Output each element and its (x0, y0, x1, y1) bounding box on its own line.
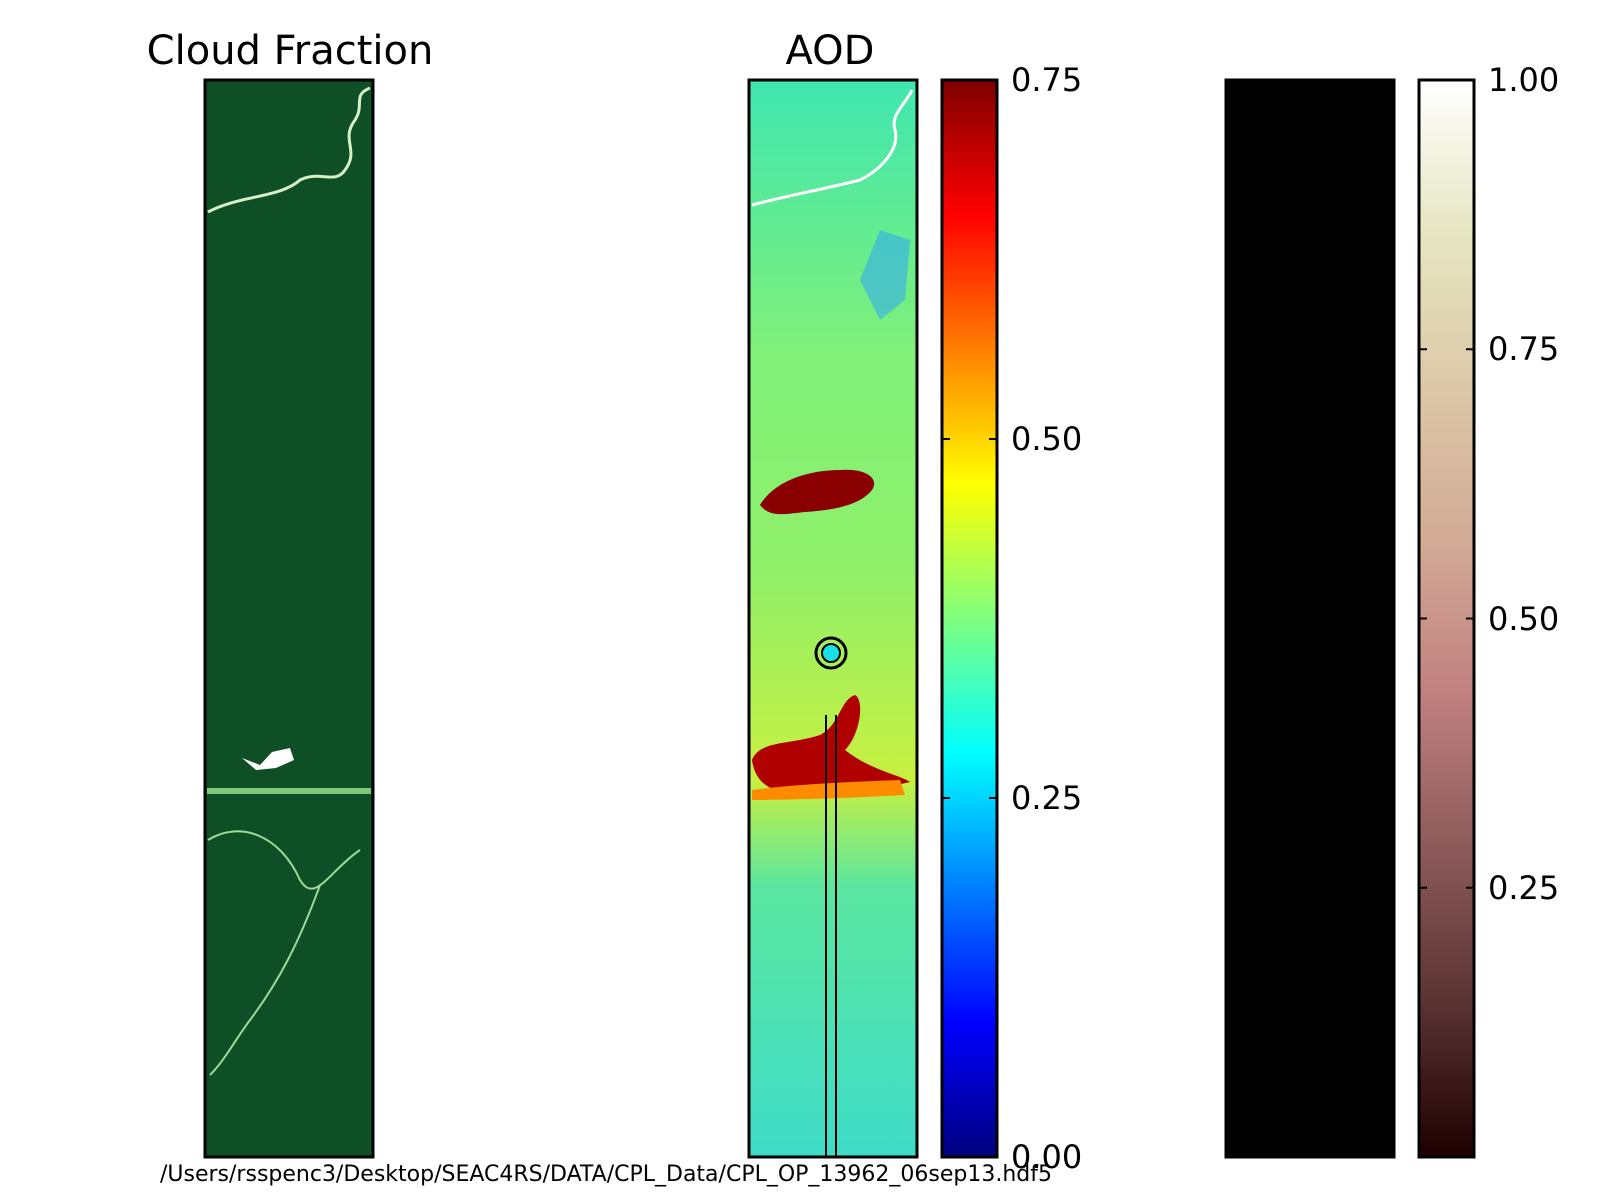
aod-colorbar-tick-label: 0.50 (1011, 420, 1083, 458)
aod-river-top (751, 89, 914, 207)
aod-title: AOD (785, 28, 875, 74)
third-colorbar-tick-label: 0.75 (1488, 330, 1560, 369)
aod-colorbar-frame (940, 78, 999, 1159)
aod-frame (747, 78, 919, 1159)
cloud-fraction-title: Cloud Fraction (146, 28, 434, 74)
third-colorbar-tick-label: 0.25 (1488, 868, 1560, 907)
cloud-fraction-patch (242, 748, 294, 770)
aod-smoke-plume-upper (760, 469, 875, 515)
cloud-fraction-frame (203, 78, 375, 1159)
cloud-fraction-image (205, 80, 373, 1157)
cloud-fraction-panel (203, 78, 375, 1159)
aod-colorbar-fill (942, 80, 997, 1157)
third-panel (1224, 78, 1396, 1159)
cloud-fraction-river-bottom (207, 830, 361, 1076)
aod-panel (747, 78, 919, 1159)
aod-blue-speckle (860, 230, 910, 320)
file-path-caption: /Users/rsspenc3/Desktop/SEAC4RS/DATA/CPL… (160, 1162, 1052, 1187)
third-colorbar-tick-label: 1.00 (1488, 61, 1560, 99)
aod-colorbar-tick-label: 0.25 (1011, 779, 1083, 817)
aod-colorbar-tick-label: 0.75 (1011, 61, 1083, 99)
third-panel-frame (1224, 78, 1396, 1159)
third-colorbar-fill (1419, 80, 1474, 1157)
aod-marker-inner (821, 643, 841, 663)
aod-orange-halo (752, 780, 905, 800)
third-colorbar-tick-label: 0.50 (1488, 599, 1560, 638)
aod-colorbar-tick-label: 0.00 (1011, 1138, 1083, 1176)
third-panel-image (1226, 80, 1394, 1157)
cloud-fraction-band (207, 788, 371, 794)
third-colorbar (1417, 78, 1476, 1159)
aod-colorbar (940, 78, 999, 1159)
aod-marker-outer (814, 636, 848, 670)
cloud-fraction-river-top (207, 86, 371, 214)
aod-smoke-plume-lower (752, 695, 910, 792)
